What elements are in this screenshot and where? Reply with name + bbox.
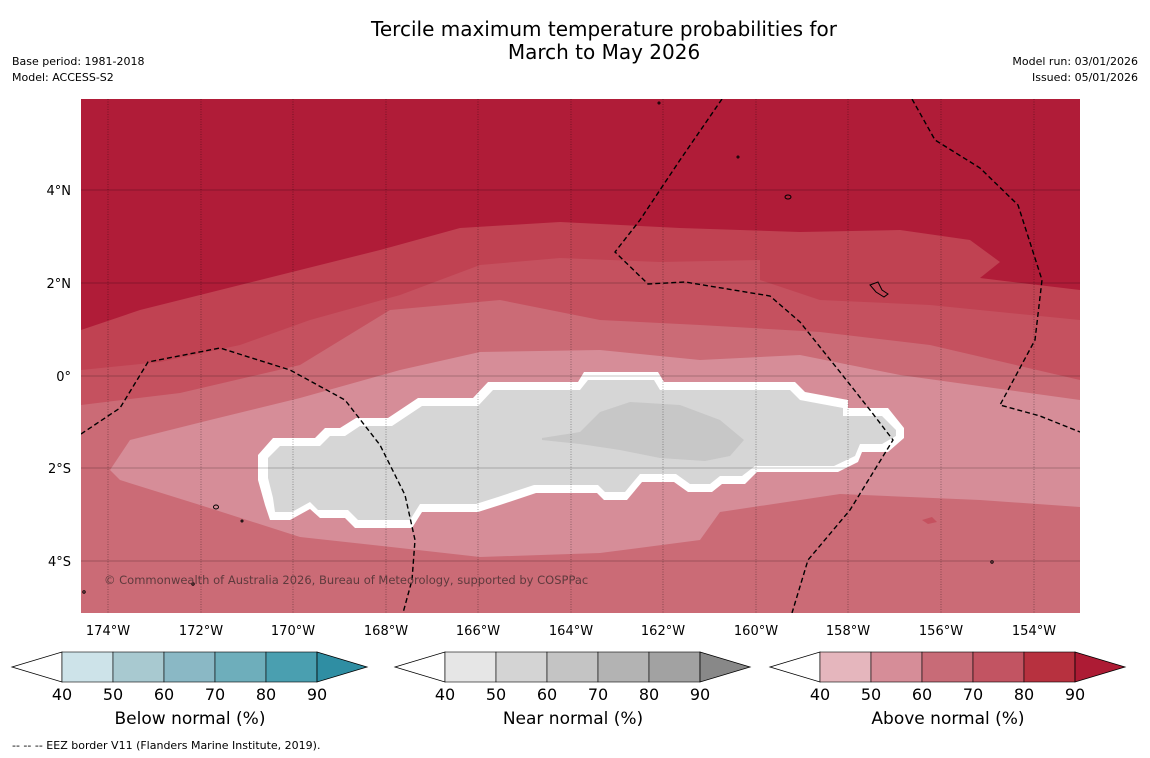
colorbar-below-svg: 40 50 60 70 80 90 xyxy=(10,651,369,704)
colorbar-segment xyxy=(61,651,114,683)
lat-label: 2°N xyxy=(47,277,72,292)
colorbar-segment xyxy=(495,651,548,683)
lat-gridlines xyxy=(81,189,1080,562)
near-normal-60-patch xyxy=(542,402,744,461)
eez-footnote: -- -- -- EEZ border V11 (Flanders Marine… xyxy=(12,739,321,752)
colorbar-tick: 90 xyxy=(1065,685,1085,704)
meta-left: Base period: 1981-2018 Model: ACCESS-S2 xyxy=(12,54,144,86)
colorbar-tick: 60 xyxy=(154,685,174,704)
colorbar-segment xyxy=(921,651,974,683)
colorbar-above-svg: 40 50 60 70 80 90 xyxy=(768,651,1127,704)
colorbar-tick: 80 xyxy=(1014,685,1034,704)
colorbar-near-svg: 40 50 60 70 80 90 xyxy=(393,651,752,704)
colorbar-segment xyxy=(444,651,497,683)
colorbar-tick: 40 xyxy=(52,685,72,704)
colorbar-below-normal: 40 50 60 70 80 90 Below normal (%) xyxy=(10,650,370,740)
issued-date: Issued: 05/01/2026 xyxy=(1031,71,1138,84)
model-name: Model: ACCESS-S2 xyxy=(12,71,114,84)
colorbar-tick: 70 xyxy=(588,685,608,704)
small-patch xyxy=(922,517,937,524)
colorbar-segment xyxy=(214,651,267,683)
lat-label: 2°S xyxy=(48,462,71,477)
colorbar-tick: 80 xyxy=(256,685,276,704)
colorbar-tick: 60 xyxy=(537,685,557,704)
colorbar-min-arrow xyxy=(10,651,63,683)
title-line-2: March to May 2026 xyxy=(507,40,701,64)
colorbar-segment xyxy=(546,651,599,683)
colorbar-max-arrow xyxy=(1074,651,1127,683)
islands xyxy=(82,101,994,594)
colorbar-segment xyxy=(870,651,923,683)
colorbar-tick: 80 xyxy=(639,685,659,704)
colorbar-segment xyxy=(819,651,872,683)
colorbar-segment xyxy=(265,651,318,683)
eez-borders xyxy=(81,99,1080,613)
lon-label: 170°W xyxy=(271,624,315,639)
colorbar-tick: 50 xyxy=(486,685,506,704)
colorbar-tick: 40 xyxy=(435,685,455,704)
colorbar-near-title: Near normal (%) xyxy=(502,709,644,729)
map-plot: © Commonwealth of Australia 2026, Bureau… xyxy=(81,99,1080,613)
colorbar-min-arrow xyxy=(768,651,821,683)
colorbar-tick: 90 xyxy=(307,685,327,704)
lon-label: 166°W xyxy=(456,624,500,639)
colorbar-segment xyxy=(112,651,165,683)
lat-label: 4°N xyxy=(47,184,72,199)
title-line-1: Tercile maximum temperature probabilitie… xyxy=(371,17,837,41)
colorbar-min-arrow xyxy=(393,651,446,683)
lon-label: 156°W xyxy=(919,624,963,639)
colorbar-tick: 70 xyxy=(963,685,983,704)
copyright-text: © Commonwealth of Australia 2026, Bureau… xyxy=(104,573,588,587)
lon-label: 158°W xyxy=(826,624,870,639)
colorbar-segment xyxy=(163,651,216,683)
meta-right: Model run: 03/01/2026 Issued: 05/01/2026 xyxy=(1012,54,1138,86)
colorbar-max-arrow xyxy=(699,651,752,683)
colorbar-segment xyxy=(1023,651,1076,683)
lon-axis: 174°W 172°W 170°W 168°W 166°W 164°W 162°… xyxy=(86,624,1056,639)
colorbar-above-normal: 40 50 60 70 80 90 Above normal (%) xyxy=(768,650,1128,740)
colorbar-tick: 50 xyxy=(103,685,123,704)
colorbar-above-title: Above normal (%) xyxy=(871,709,1025,729)
lon-label: 162°W xyxy=(641,624,685,639)
near-normal-region xyxy=(268,380,896,520)
lon-label: 168°W xyxy=(364,624,408,639)
lat-label: 0° xyxy=(56,370,71,385)
lon-label: 164°W xyxy=(549,624,593,639)
map-title: Tercile maximum temperature probabilitie… xyxy=(0,18,1150,64)
colorbar-tick: 70 xyxy=(205,685,225,704)
colorbar-tick: 50 xyxy=(861,685,881,704)
lon-label: 160°W xyxy=(734,624,778,639)
model-run: Model run: 03/01/2026 xyxy=(1012,55,1138,68)
lon-label: 172°W xyxy=(179,624,223,639)
lat-axis: 4°N 2°N 0° 2°S 4°S xyxy=(47,184,72,570)
lat-label: 4°S xyxy=(48,555,71,570)
lon-label: 154°W xyxy=(1012,624,1056,639)
lon-label: 174°W xyxy=(86,624,130,639)
colorbar-segment xyxy=(648,651,701,683)
colorbar-segment xyxy=(972,651,1025,683)
colorbar-tick: 60 xyxy=(912,685,932,704)
colorbar-segment xyxy=(597,651,650,683)
colorbar-max-arrow xyxy=(316,651,369,683)
colorbar-below-title: Below normal (%) xyxy=(114,709,266,729)
colorbar-tick: 40 xyxy=(810,685,830,704)
colorbar-tick: 90 xyxy=(690,685,710,704)
colorbar-near-normal: 40 50 60 70 80 90 Near normal (%) xyxy=(393,650,753,740)
base-period: Base period: 1981-2018 xyxy=(12,55,145,68)
gridlines xyxy=(107,99,1035,613)
